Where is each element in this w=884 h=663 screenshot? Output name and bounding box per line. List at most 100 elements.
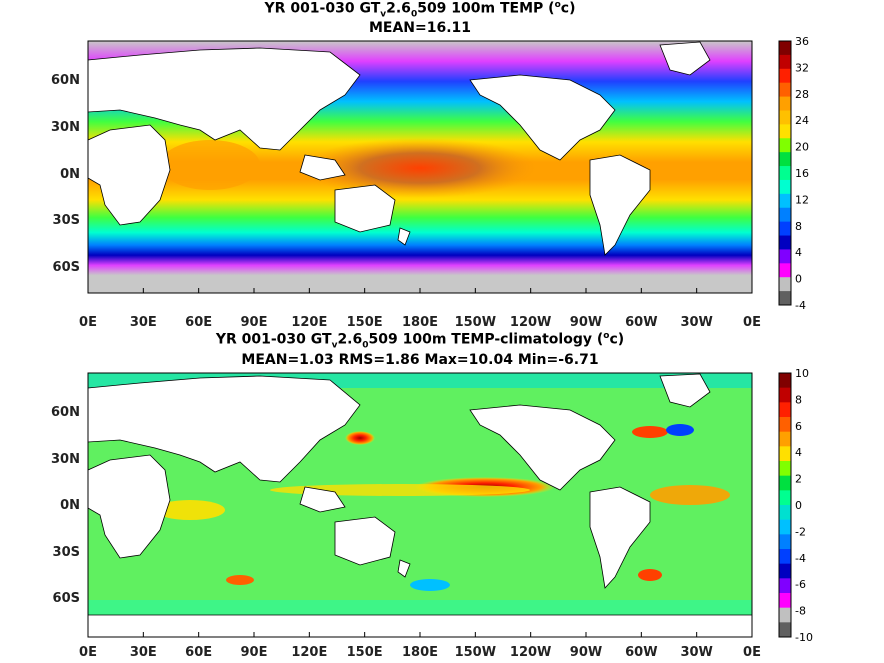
top-lat-label: 30S <box>53 213 80 228</box>
colorbar-swatch <box>779 475 791 491</box>
top-lon-label: 0E <box>79 315 97 330</box>
colorbar-label: 20 <box>795 141 809 154</box>
colorbar-swatch <box>779 593 791 609</box>
bottom-lon-label: 120E <box>291 645 327 660</box>
colorbar-swatch <box>779 490 791 506</box>
top-lat-label: 60S <box>53 260 80 275</box>
colorbar-label: 8 <box>795 393 802 406</box>
top-lon-label: 120E <box>291 315 327 330</box>
colorbar-frame <box>778 372 792 638</box>
bottom-lat-label: 0N <box>60 498 80 513</box>
top-warm-indian <box>160 140 260 190</box>
colorbar-swatch <box>779 291 791 306</box>
colorbar-swatch <box>779 82 791 98</box>
top-lat-label: 0N <box>60 167 80 182</box>
colorbar-swatch <box>779 505 791 521</box>
colorbar-swatch <box>779 431 791 447</box>
top-map <box>87 40 753 294</box>
colorbar-swatch <box>779 607 791 623</box>
top-lon-label: 60E <box>185 315 212 330</box>
top-lon-label: 0E <box>743 315 761 330</box>
bottom-lon-label: 60E <box>185 645 212 660</box>
bottom-indian-warm <box>155 500 225 520</box>
top-panel-stats: MEAN=16.11 <box>368 20 472 36</box>
colorbar-label: -8 <box>795 605 806 618</box>
colorbar-swatch <box>779 152 791 167</box>
bottom-argentine-warm <box>638 569 662 581</box>
colorbar-swatch <box>779 446 791 462</box>
colorbar-swatch <box>779 166 791 181</box>
colorbar-swatch <box>779 235 791 250</box>
colorbar-swatch <box>779 387 791 403</box>
colorbar-swatch <box>779 417 791 433</box>
colorbar-label: -4 <box>795 552 806 565</box>
top-lon-label: 120W <box>510 315 551 330</box>
colorbar-swatch <box>779 578 791 594</box>
bottom-lat-label: 60S <box>53 591 80 606</box>
colorbar-swatch <box>779 549 791 565</box>
colorbar-label: 4 <box>795 446 802 459</box>
colorbar-swatch <box>779 207 791 223</box>
colorbar-swatch <box>779 138 791 153</box>
top-lat-label: 30N <box>51 120 80 135</box>
bottom-lon-label: 30W <box>680 645 712 660</box>
bottom-lat-label: 60N <box>51 405 80 420</box>
bottom-lon-label: 60W <box>625 645 657 660</box>
bottom-south-cool <box>410 579 450 591</box>
bottom-atlantic-warm <box>650 485 730 505</box>
bottom-lon-label: 0E <box>79 645 97 660</box>
top-lon-axis: 0E 30E 60E 90E 120E 150E 180E 150W 120W 90W 60W 30W… <box>79 288 761 330</box>
top-lon-label: 180E <box>402 315 438 330</box>
bottom-lat-label: 30S <box>53 545 80 560</box>
top-lon-label: 150E <box>347 315 383 330</box>
colorbar-swatch <box>779 519 791 535</box>
colorbar-label: 12 <box>795 193 809 206</box>
top-land <box>87 41 752 293</box>
colorbar-swatch <box>779 179 791 195</box>
colorbar-label: -10 <box>795 631 813 644</box>
bottom-land <box>87 373 753 638</box>
colorbar-swatch <box>779 193 791 209</box>
bottom-lon-label: 180E <box>402 645 438 660</box>
colorbar-label: -6 <box>795 578 806 591</box>
top-lat-axis: 60N 30N 0N 30S 60S <box>51 73 80 275</box>
bottom-map <box>87 372 753 638</box>
bottom-lat-label: 30N <box>51 452 80 467</box>
colorbar-label: 24 <box>795 114 809 127</box>
top-warm-pool <box>300 138 540 198</box>
bottom-lon-label: 90W <box>570 645 602 660</box>
top-lon-label: 90E <box>241 315 268 330</box>
bottom-lon-label: 120W <box>510 645 551 660</box>
colorbar-swatch <box>779 54 791 70</box>
colorbar-swatch <box>779 96 791 111</box>
top-lon-label: 150W <box>455 315 496 330</box>
bottom-lon-axis: 0E 30E 60E 90E 120E 150E 180E 150W 120W 90W 60W 30W… <box>79 632 761 660</box>
bottom-lon-label: 0E <box>743 645 761 660</box>
top-lon-label: 60W <box>625 315 657 330</box>
top-lon-label: 30E <box>130 315 157 330</box>
bottom-panel-title: YR 001-030 GTv2.60509 100m TEMP-climatol… <box>215 331 625 351</box>
colorbar-frame <box>778 40 792 306</box>
bottom-gulfstream-anomaly <box>632 426 668 438</box>
bottom-colorbar: 10 8 6 4 2 0 -2 -4 -6 -8 -10 <box>778 367 813 644</box>
colorbar-swatch <box>779 124 791 139</box>
colorbar-swatch <box>779 277 791 292</box>
top-lon-label: 30W <box>680 315 712 330</box>
colorbar-label: 6 <box>795 420 802 433</box>
colorbar-label: 2 <box>795 473 802 486</box>
bottom-lat-axis: 60N 30N 0N 30S 60S <box>51 405 80 606</box>
bottom-lon-label: 90E <box>241 645 268 660</box>
top-lat-label: 60N <box>51 73 80 88</box>
top-lon-label: 90W <box>570 315 602 330</box>
colorbar-swatch <box>779 461 791 477</box>
colorbar-swatch <box>779 41 791 56</box>
top-panel-title: YR 001-030 GTv2.60509 100m TEMP (oc) <box>264 0 576 20</box>
colorbar-swatch <box>779 622 791 638</box>
bottom-cool-patch <box>666 424 694 436</box>
colorbar-label: 0 <box>795 499 802 512</box>
colorbar-label: 10 <box>795 367 809 380</box>
bottom-lon-label: 30E <box>130 645 157 660</box>
colorbar-swatch <box>779 402 791 418</box>
colorbar-label: -2 <box>795 525 806 538</box>
